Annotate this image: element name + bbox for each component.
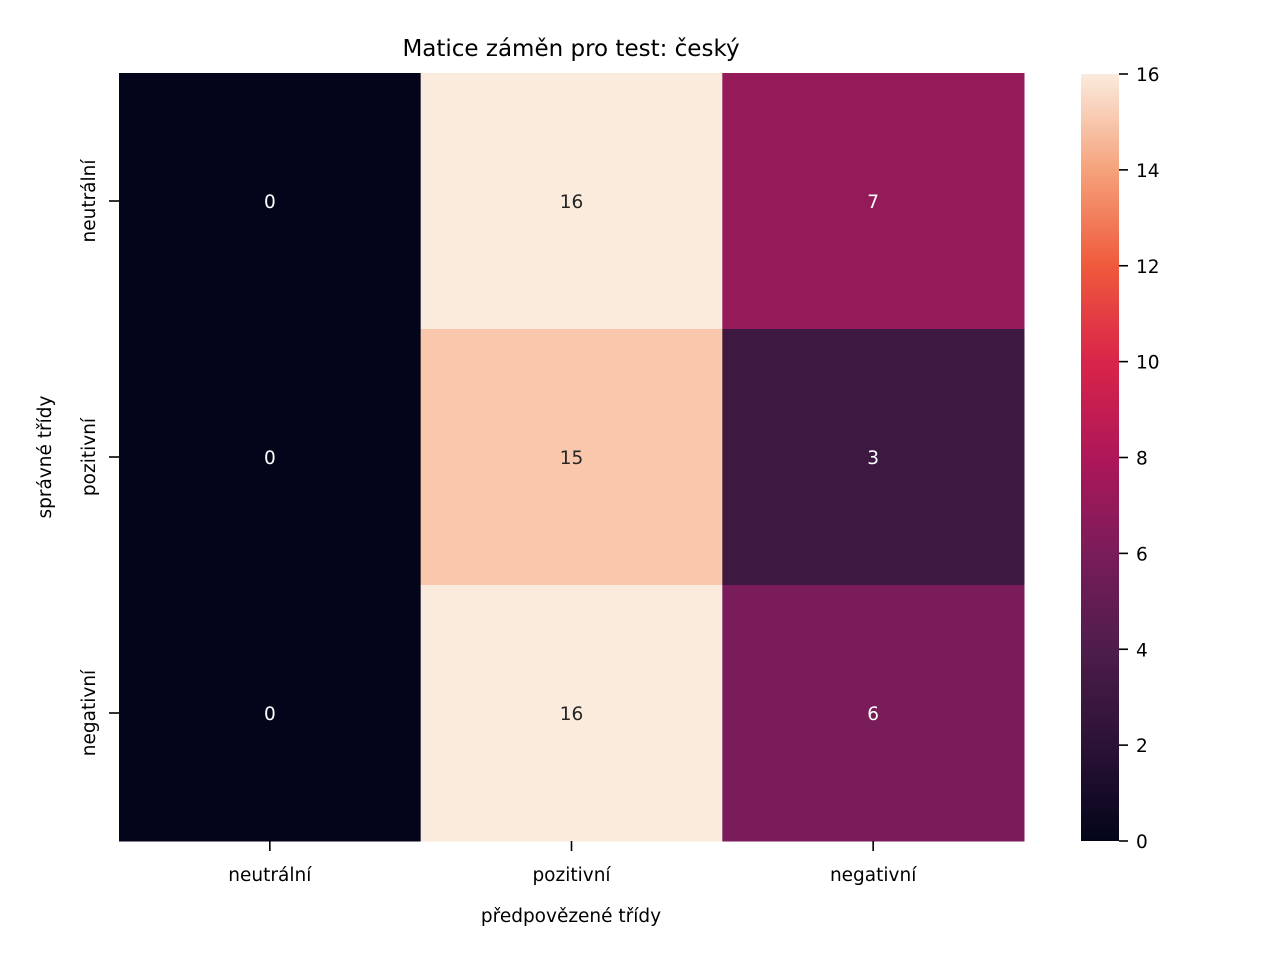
colorbar-tick-label: 6 <box>1136 544 1148 565</box>
y-axis-label: správné třídy <box>35 395 56 518</box>
heatmap-cell <box>722 329 1025 586</box>
colorbar <box>1081 74 1119 841</box>
colorbar-tick-label: 4 <box>1136 640 1148 661</box>
x-axis-label: předpovězené třídy <box>481 906 661 927</box>
x-tick-label: neutrální <box>228 865 312 886</box>
x-tick-label: negativní <box>830 865 917 886</box>
cell-value-label: 0 <box>264 704 276 725</box>
heatmap-cell <box>119 73 422 330</box>
heatmap-cell <box>722 585 1025 842</box>
cell-value-label: 16 <box>560 192 584 213</box>
y-tick-label: neutrální <box>79 159 100 243</box>
y-tick-label: negativní <box>79 669 100 756</box>
colorbar-tick-label: 2 <box>1136 736 1148 757</box>
colorbar-tick-label: 10 <box>1136 353 1160 374</box>
colorbar-tick-label: 14 <box>1136 161 1160 182</box>
heatmap-cell <box>420 73 723 330</box>
heatmap-cell-labels: 0 16 70 15 30 16 6 <box>264 192 879 725</box>
cell-value-label: 15 <box>560 448 584 469</box>
chart-title: Matice záměn pro test: český <box>402 36 739 62</box>
colorbar-tick-label: 0 <box>1136 832 1148 853</box>
heatmap-cells <box>119 73 1025 842</box>
colorbar-tick-label: 8 <box>1136 449 1148 470</box>
x-axis-ticks: neutrální pozitivní negativní <box>228 841 917 886</box>
cell-value-label: 7 <box>867 192 879 213</box>
x-tick-label: pozitivní <box>532 865 611 886</box>
cell-value-label: 0 <box>264 448 276 469</box>
heatmap-cell <box>119 585 422 842</box>
colorbar-tick-label: 16 <box>1136 65 1160 86</box>
heatmap-cell <box>420 585 723 842</box>
y-axis-ticks: neutrální pozitivní negativní <box>79 159 119 756</box>
heatmap-cell <box>119 329 422 586</box>
colorbar-tick-label: 12 <box>1136 257 1160 278</box>
cell-value-label: 3 <box>867 448 879 469</box>
cell-value-label: 6 <box>867 704 879 725</box>
colorbar-ticks: 0 2 4 6 8 10 12 14 16 <box>1119 65 1160 853</box>
cell-value-label: 16 <box>560 704 584 725</box>
y-tick-label: pozitivní <box>79 417 100 496</box>
cell-value-label: 0 <box>264 192 276 213</box>
heatmap-cell <box>420 329 723 586</box>
heatmap-cell <box>722 73 1025 330</box>
